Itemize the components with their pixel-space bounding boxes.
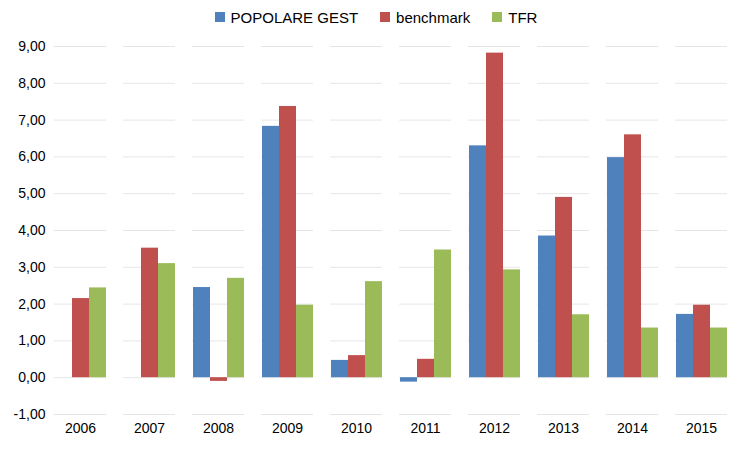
svg-text:9,00: 9,00 xyxy=(18,38,45,54)
svg-text:2013: 2013 xyxy=(548,420,579,436)
svg-text:6,00: 6,00 xyxy=(18,148,45,164)
svg-text:8,00: 8,00 xyxy=(18,75,45,91)
svg-text:2015: 2015 xyxy=(686,420,717,436)
svg-text:2006: 2006 xyxy=(65,420,96,436)
html-text:TFR: TFR xyxy=(508,8,538,26)
svg-text:0,00: 0,00 xyxy=(18,369,45,385)
svg-text:2011: 2011 xyxy=(410,420,440,436)
svg-text:7,00: 7,00 xyxy=(18,112,45,128)
svg-text:2008: 2008 xyxy=(203,420,234,436)
html-text:POPOLARE GEST: POPOLARE GEST xyxy=(230,8,359,26)
html-text:benchmark: benchmark xyxy=(396,8,471,26)
svg-text:2,00: 2,00 xyxy=(18,296,45,312)
svg-text:2009: 2009 xyxy=(272,420,303,436)
svg-text:2014: 2014 xyxy=(617,420,648,436)
svg-text:-1,00: -1,00 xyxy=(14,406,46,422)
svg-text:4,00: 4,00 xyxy=(18,222,45,238)
svg-text:5,00: 5,00 xyxy=(18,185,45,201)
svg-text:2012: 2012 xyxy=(479,420,510,436)
svg-text:2010: 2010 xyxy=(341,420,372,436)
svg-text:3,00: 3,00 xyxy=(18,259,45,275)
svg-text:2007: 2007 xyxy=(134,420,165,436)
svg-text:1,00: 1,00 xyxy=(18,332,45,348)
